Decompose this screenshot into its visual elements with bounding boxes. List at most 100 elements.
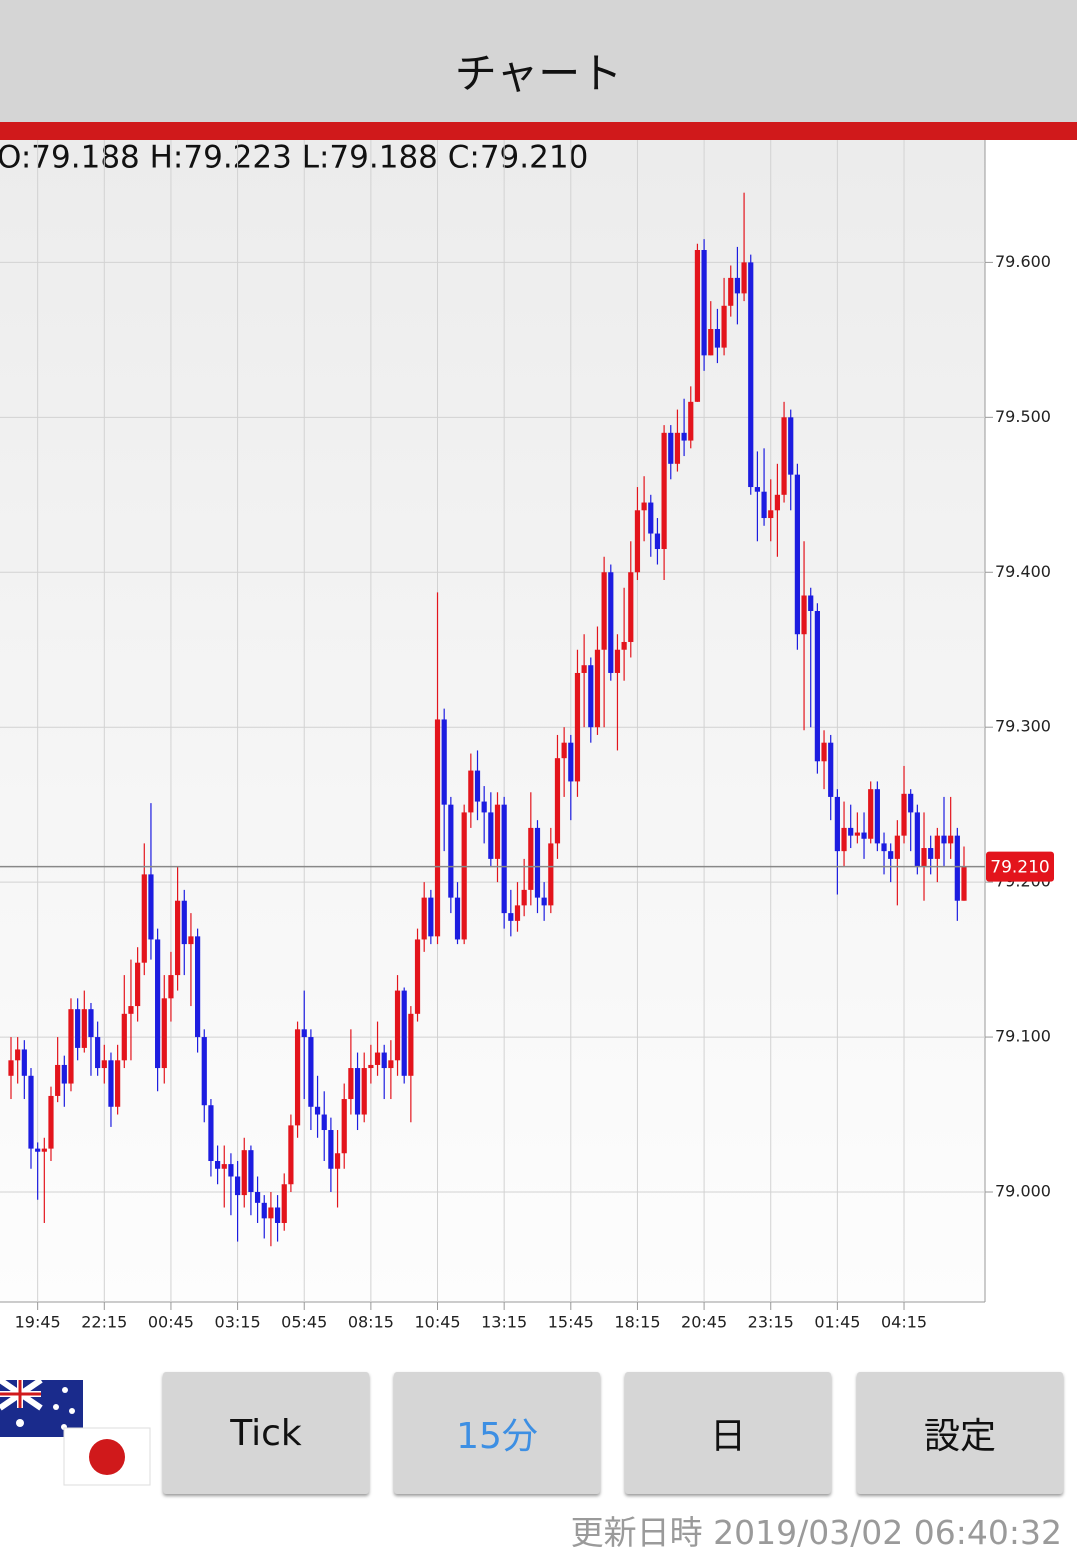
- candle-body: [261, 1202, 267, 1219]
- candle-body: [108, 1060, 114, 1107]
- candle-body: [874, 789, 880, 844]
- candle-body: [181, 900, 187, 945]
- candle-body: [641, 502, 647, 511]
- candle-body: [241, 1150, 247, 1196]
- candle-body: [921, 848, 927, 867]
- candle-body: [448, 804, 454, 898]
- plot-area: [0, 140, 985, 1302]
- candle-body: [148, 874, 154, 940]
- candle-body: [294, 1029, 301, 1126]
- candle-body: [908, 793, 914, 813]
- candle-body: [568, 742, 574, 782]
- candle-body: [541, 897, 547, 906]
- x-tick-label: 15:45: [548, 1313, 594, 1332]
- candle-body: [254, 1191, 261, 1203]
- candle-body: [341, 1099, 347, 1154]
- y-tick-label: 79.300: [995, 717, 1051, 736]
- y-tick-label: 79.600: [995, 252, 1051, 271]
- candle-body: [828, 742, 834, 797]
- candle-body: [681, 432, 687, 441]
- candle-body: [601, 572, 607, 650]
- candle-body: [621, 641, 627, 650]
- candle-body: [374, 1052, 381, 1065]
- candle-body: [454, 897, 461, 940]
- candle-body: [248, 1150, 254, 1192]
- candle-body: [88, 1009, 94, 1038]
- candle-body: [708, 329, 714, 356]
- candle-body: [468, 770, 474, 813]
- candle-body: [35, 1148, 41, 1152]
- candle-body: [521, 889, 527, 906]
- candle-body: [334, 1153, 341, 1169]
- candle-body: [161, 998, 167, 1069]
- candle-body: [288, 1125, 294, 1185]
- candle-body: [421, 897, 427, 940]
- candle-body: [68, 1009, 74, 1084]
- candle-body: [941, 835, 947, 844]
- candle-body: [381, 1052, 387, 1069]
- candle-body: [748, 262, 754, 488]
- x-tick-label: 20:45: [681, 1313, 727, 1332]
- candle-body: [155, 939, 161, 1069]
- y-tick-label: 79.000: [995, 1181, 1051, 1200]
- candle-body: [528, 827, 534, 890]
- accent-bar: [0, 122, 1077, 140]
- candle-body: [414, 939, 421, 1014]
- candle-body: [75, 1009, 81, 1048]
- candle-body: [168, 975, 174, 999]
- candle-body: [141, 874, 147, 963]
- candle-body: [494, 804, 501, 859]
- candle-body: [128, 1006, 134, 1014]
- candle-body: [115, 1060, 121, 1107]
- candle-body: [41, 1148, 47, 1152]
- candle-body: [461, 812, 467, 940]
- price-axis-area: [985, 140, 1077, 1302]
- candle-body: [574, 672, 581, 782]
- candle-body: [894, 835, 900, 859]
- candle-body: [101, 1060, 107, 1069]
- x-tick-label: 04:15: [881, 1313, 927, 1332]
- candle-body: [588, 665, 594, 728]
- candle-body: [228, 1164, 234, 1177]
- tick-button[interactable]: Tick: [163, 1372, 369, 1494]
- candle-body: [688, 401, 694, 441]
- candle-body: [441, 719, 447, 805]
- candle-body: [8, 1060, 14, 1076]
- candle-body: [661, 432, 667, 550]
- x-tick-label: 08:15: [348, 1313, 394, 1332]
- y-tick-label: 79.100: [995, 1027, 1051, 1046]
- header-title: チャート: [454, 49, 623, 98]
- candle-body: [721, 305, 727, 348]
- candle-body: [121, 1013, 127, 1061]
- candle-body: [321, 1114, 327, 1131]
- candle-body: [848, 827, 854, 836]
- candle-body: [561, 742, 567, 759]
- settings-button[interactable]: 設定: [857, 1372, 1063, 1494]
- candle-body: [728, 277, 734, 306]
- x-tick-label: 22:15: [81, 1313, 127, 1332]
- candle-body: [614, 649, 621, 673]
- chart: O:79.188 H:79.223 L:79.188 C:79.210 79.0…: [0, 139, 1077, 1332]
- candle-body: [55, 1064, 61, 1096]
- candle-body: [268, 1207, 274, 1219]
- x-tick-label: 03:15: [215, 1313, 261, 1332]
- candle-body: [808, 595, 814, 611]
- candle-body: [668, 432, 674, 464]
- candle-body: [881, 843, 887, 852]
- header: チャート: [0, 0, 1077, 122]
- candle-body: [274, 1207, 281, 1223]
- candle-body: [201, 1037, 207, 1106]
- x-tick-label: 01:45: [814, 1313, 860, 1332]
- candle-body: [774, 494, 780, 511]
- candle-body: [328, 1130, 334, 1169]
- candle-body: [948, 835, 954, 844]
- x-tick-label: 13:15: [481, 1313, 527, 1332]
- candle-body: [701, 250, 707, 356]
- 15min-button[interactable]: 15分: [394, 1372, 600, 1494]
- candle-body: [734, 277, 741, 294]
- day-button[interactable]: 日: [625, 1372, 831, 1494]
- candle-body: [234, 1176, 241, 1196]
- candle-body: [81, 1009, 87, 1048]
- candle-body: [21, 1049, 27, 1076]
